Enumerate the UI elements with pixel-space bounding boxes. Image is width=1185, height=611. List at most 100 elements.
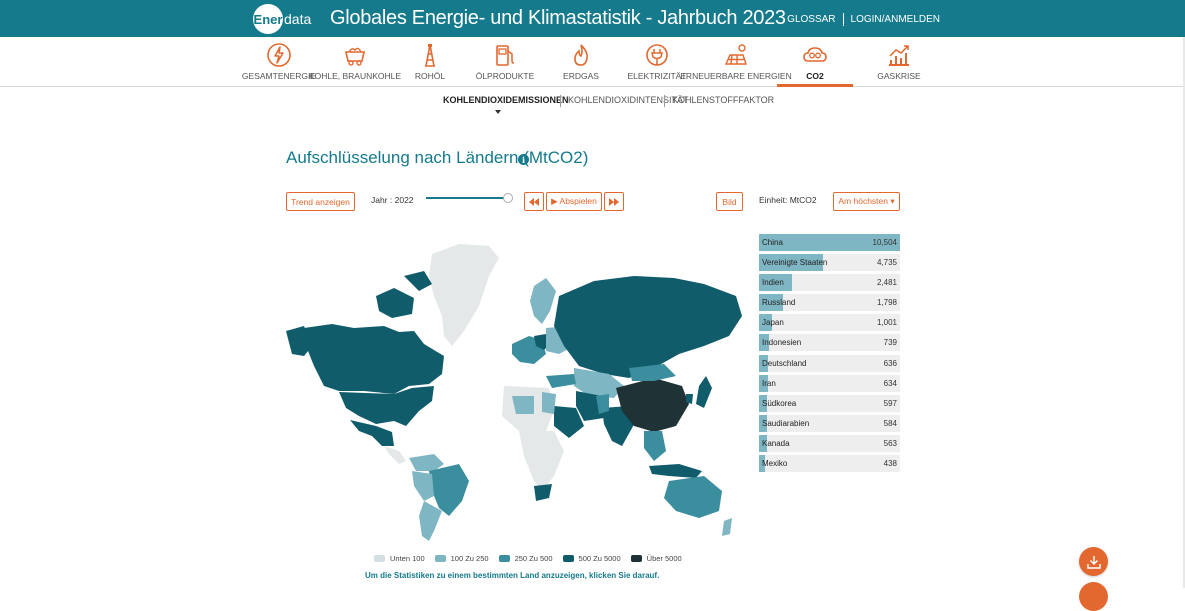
tab-kohle[interactable]: KOHLE, BRAUNKOHLE — [309, 42, 401, 81]
ranking-row[interactable]: Südkorea 597 — [759, 394, 900, 412]
country-canada-islands — [376, 271, 432, 318]
ranking-value: 10,504 — [872, 238, 897, 247]
country-indonesia — [649, 464, 702, 478]
tab-gesamtenergie[interactable]: GESAMTENERGIE — [239, 42, 319, 81]
country-central-america — [384, 446, 406, 464]
oil-derrick-icon — [425, 44, 435, 67]
ranking-row[interactable]: Indien 2,481 — [759, 274, 900, 292]
logo-mark: Ener — [253, 4, 283, 34]
flame-icon — [574, 44, 588, 66]
plug-icon — [646, 44, 668, 66]
country-algeria — [512, 396, 534, 414]
country-colombia-venezuela — [409, 454, 444, 471]
legend-item: 500 Zu 5000 — [562, 554, 621, 563]
coal-cart-icon — [345, 47, 365, 66]
ranking-row[interactable]: China 10,504 — [759, 234, 900, 251]
ranking-row[interactable]: Japan 1,001 — [759, 314, 900, 332]
scrollbar[interactable] — [1183, 37, 1185, 588]
play-button[interactable]: ▶ Abspielen — [546, 192, 602, 211]
download-button[interactable] — [1079, 547, 1108, 576]
legend-item: 100 Zu 250 — [434, 554, 489, 563]
country-peru-bolivia — [412, 471, 434, 501]
world-map[interactable] — [284, 236, 746, 546]
ranking-row[interactable]: Vereinigte Staaten 4,735 — [759, 254, 900, 272]
ranking-value: 4,735 — [876, 258, 897, 268]
ranking-value: 2,481 — [876, 278, 897, 288]
tab-gaskrise[interactable]: GASKRISE — [859, 42, 939, 81]
tab-label: ÖLPRODUKTE — [475, 71, 535, 81]
tab-co2[interactable]: CO2 — [775, 42, 855, 81]
info-icon[interactable]: i — [518, 154, 529, 165]
ranking-bar — [759, 374, 768, 392]
ranking-row[interactable]: Russland 1,798 — [759, 294, 900, 312]
enerdata-logo[interactable]: Ener data — [253, 4, 311, 34]
logo-text: data — [284, 11, 312, 27]
legend-label: 250 Zu 500 — [514, 554, 553, 563]
map-legend: Unten 100 100 Zu 250 250 Zu 500 500 Zu 5000… — [374, 554, 692, 563]
login-link[interactable]: LOGIN/ANMELDEN — [850, 14, 940, 25]
legend-swatch — [630, 555, 642, 562]
ranking-country-name: Südkorea — [762, 398, 797, 408]
fast-forward-button[interactable] — [604, 192, 624, 211]
subtab-intensitaet[interactable]: KOHLENDIOXIDINTENSITÄT — [568, 95, 689, 105]
subtab-kohlenstofffaktor[interactable]: KOHLENSTOFFFAKTOR — [672, 95, 775, 105]
ranking-country-name: Japan — [762, 318, 784, 328]
ranking-bar — [759, 334, 769, 352]
map-hint: Um die Statistiken zu einem bestimmten L… — [365, 571, 660, 580]
country-egypt — [542, 392, 556, 414]
ranking-bar — [759, 274, 793, 292]
ranking-row[interactable]: Indonesien 739 — [759, 334, 900, 352]
tab-rohoel[interactable]: ROHÖL — [390, 42, 470, 81]
ranking-row[interactable]: Mexiko 438 — [759, 455, 900, 473]
country-kazakhstan — [574, 368, 624, 398]
sort-dropdown[interactable]: Am höchsten ▾ — [833, 192, 900, 211]
tab-oelprodukte[interactable]: ÖLPRODUKTE — [465, 42, 545, 81]
legend-label: 100 Zu 250 — [450, 554, 489, 563]
co2-cloud-icon — [803, 47, 827, 62]
sub-nav: KOHLENDIOXIDEMISSIONEN KOHLENDIOXIDINTEN… — [0, 95, 1185, 115]
ranking-row[interactable]: Iran 634 — [759, 374, 900, 392]
subtab-emissionen[interactable]: KOHLENDIOXIDEMISSIONEN — [443, 95, 569, 105]
app-title: Globales Energie- und Klimastatistik - J… — [330, 7, 786, 29]
country-china — [616, 378, 689, 432]
divider — [664, 95, 665, 107]
country-brazil — [429, 464, 469, 516]
ranking-row[interactable]: Kanada 563 — [759, 434, 900, 452]
legend-label: Unten 100 — [390, 554, 425, 563]
ranking-value: 563 — [883, 438, 897, 448]
ranking-bar — [759, 434, 767, 452]
tab-elektrizitaet[interactable]: ELEKTRIZITÄT — [617, 42, 697, 81]
tab-erdgas[interactable]: ERDGAS — [541, 42, 621, 81]
country-canada — [304, 324, 444, 394]
ranking-value: 597 — [883, 398, 897, 408]
legend-swatch — [562, 555, 574, 562]
year-slider-track[interactable] — [426, 197, 508, 199]
active-subtab-caret — [495, 110, 501, 114]
ranking-row[interactable]: Deutschland 636 — [759, 354, 900, 372]
tab-erneuerbare[interactable]: ERNEUERBARE ENERGIEN — [680, 42, 792, 81]
ranking-bar — [759, 354, 768, 372]
lightning-icon — [267, 43, 291, 67]
legend-item: Unten 100 — [374, 554, 425, 563]
unit-label: Einheit: MtCO2 — [759, 195, 817, 205]
ranking-bar — [759, 234, 900, 251]
ranking-country-name: Vereinigte Staaten — [762, 258, 828, 268]
ranking-row[interactable]: Saudiarabien 584 — [759, 414, 900, 432]
ranking-country-name: Deutschland — [762, 358, 807, 368]
active-tab-indicator — [777, 84, 853, 87]
ranking-bar — [759, 394, 767, 412]
top-header-bar: Ener data Globales Energie- und Klimasta… — [0, 0, 1185, 37]
tab-label: GASKRISE — [877, 71, 921, 81]
secondary-action-button[interactable] — [1079, 582, 1108, 611]
ranking-country-name: Mexiko — [762, 459, 788, 469]
country-usa — [339, 386, 434, 426]
ranking-country-name: Russland — [762, 298, 796, 308]
image-button[interactable]: Bild — [716, 192, 743, 211]
fast-forward-icon — [609, 197, 619, 206]
year-slider-handle[interactable] — [503, 193, 513, 203]
legend-swatch — [434, 555, 446, 562]
rewind-button[interactable] — [524, 192, 544, 211]
country-australia — [664, 476, 722, 518]
glossary-link[interactable]: GLOSSAR — [787, 14, 836, 25]
trend-button[interactable]: Trend anzeigen — [286, 192, 355, 211]
